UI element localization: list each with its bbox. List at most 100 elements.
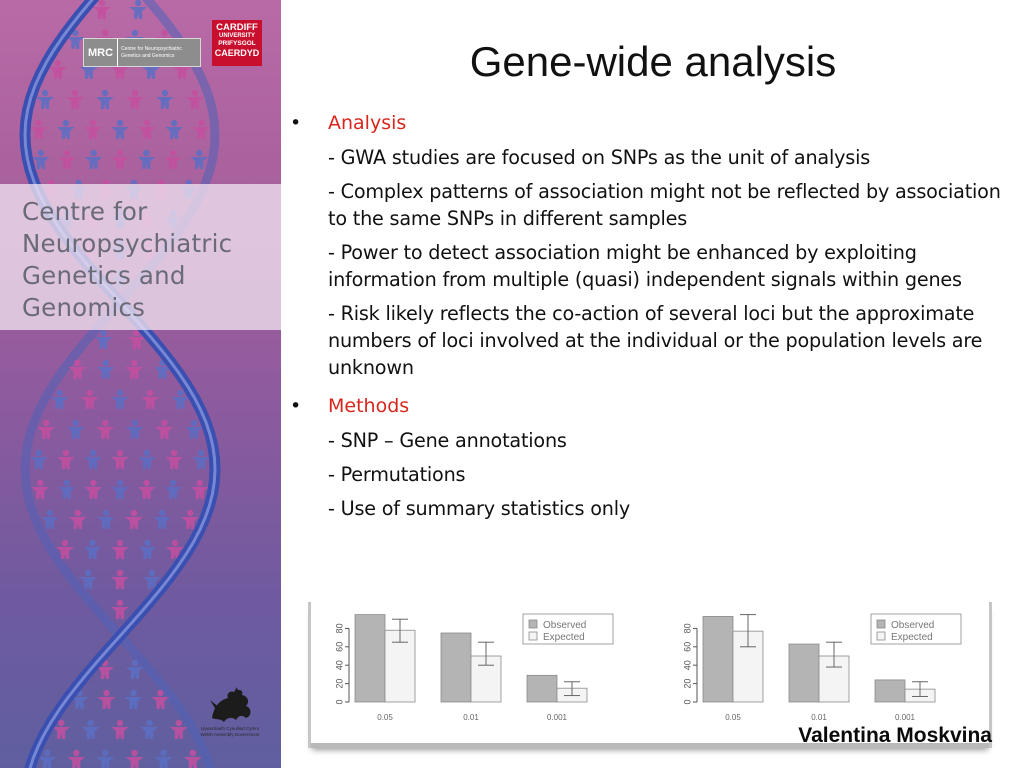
legend-swatch (528, 631, 538, 641)
figure-icon (138, 449, 156, 469)
figure-icon (166, 539, 184, 559)
figure-icon (50, 389, 69, 409)
figure-icon (52, 719, 71, 739)
figure-icon (84, 479, 103, 499)
figure-icon (140, 719, 159, 739)
bar-expected (818, 655, 850, 703)
figure-icon (190, 479, 209, 499)
figure-icon (125, 509, 143, 529)
figure-icon (84, 149, 103, 169)
figure-icon (111, 449, 129, 469)
y-tick-label: 60 (334, 642, 344, 652)
list-item: - Permutations (328, 463, 466, 486)
y-tick-label: 0 (334, 699, 344, 704)
figure-icon (111, 539, 129, 559)
cardiff-logo-line: CAERDYD (214, 48, 260, 58)
figure-icon (36, 89, 55, 109)
centre-name-line: Genomics (22, 293, 146, 322)
dna-helix-illustration (19, 0, 221, 768)
figure-icon (181, 509, 200, 529)
figure-icon (164, 479, 183, 499)
list-item: - Power to detect association might be e… (328, 241, 962, 291)
centre-name-line: Genetics and (22, 261, 186, 290)
wag-caption-line: Welsh Assembly Government (200, 732, 260, 737)
figure-icon (137, 149, 156, 169)
figure-icon (153, 509, 172, 529)
y-tick-label: 20 (334, 679, 344, 689)
figure-icon (68, 509, 87, 529)
legend-label: Expected (543, 632, 585, 643)
section-methods: • Methods (290, 393, 1018, 420)
figure-icon (68, 359, 87, 379)
figure-icon (192, 449, 211, 469)
figure-icon (40, 509, 59, 529)
bar-observed (354, 614, 386, 703)
figure-icon (96, 749, 115, 768)
figure-icon (154, 749, 173, 768)
left-decorative-panel: MRC Centre for Neuropsychiatric Genetics… (0, 0, 281, 768)
welsh-dragon-icon (210, 687, 251, 722)
x-tick-label: 0.001 (547, 713, 568, 722)
figure-icon (83, 539, 102, 559)
figure-icon (56, 539, 74, 559)
figure-icon (58, 149, 77, 169)
figure-icon (125, 749, 144, 768)
figure-icon (111, 719, 129, 739)
figure-icon (111, 599, 129, 619)
figure-icon (169, 719, 188, 739)
figure-icon (141, 389, 160, 409)
bullet-dot: • (290, 395, 302, 417)
legend-swatch (876, 619, 886, 629)
figure-icon (48, 59, 67, 79)
legend-label: Observed (891, 620, 934, 631)
legend-label: Observed (543, 620, 586, 631)
bar-observed (440, 632, 472, 703)
figure-icon (29, 119, 48, 139)
figure-icon (138, 119, 157, 139)
y-tick-label: 0 (682, 699, 692, 704)
figure-icon (151, 689, 170, 709)
figure-icon (183, 749, 202, 768)
cardiff-university-logo: CARDIFF UNIVERSITY PRIFYSGOL CAERDYD (212, 20, 262, 66)
section-analysis: • Analysis (290, 110, 1018, 137)
figure-icon (81, 719, 100, 739)
y-tick-label: 40 (682, 660, 692, 670)
list-item: - GWA studies are focused on SNPs as the… (328, 146, 871, 169)
bullet-dot: • (290, 112, 302, 134)
figure-icon (126, 659, 144, 679)
list-item: - SNP – Gene annotations (328, 429, 567, 452)
figure-icon (192, 119, 211, 139)
figure-icon (66, 419, 85, 439)
cardiff-logo-line: PRIFYSGOL (218, 40, 256, 47)
figure-icon (57, 479, 76, 499)
figure-icon (31, 149, 50, 169)
figure-icon (165, 119, 184, 139)
section-heading: Analysis (328, 112, 407, 134)
dna-strand-highlight (23, 0, 217, 768)
figure-icon (111, 119, 129, 139)
y-tick-label: 80 (682, 623, 692, 633)
figure-icon (96, 419, 115, 439)
figure-icon (127, 329, 146, 349)
x-tick-label: 0.05 (725, 713, 741, 722)
legend-box (522, 613, 614, 645)
figure-icon (96, 359, 115, 379)
figure-icon (171, 389, 190, 409)
list-item: - Complex patterns of association might … (328, 180, 1001, 230)
legend-box (870, 613, 962, 645)
cardiff-logo-line: CARDIFF (216, 22, 258, 33)
figure-icon (185, 89, 204, 109)
figure-icon (137, 479, 156, 499)
figure-icon (80, 389, 99, 409)
brand-band (0, 184, 281, 330)
figure-icon (163, 149, 182, 169)
figure-icon (38, 749, 57, 768)
x-tick-label: 0.01 (811, 713, 827, 722)
mrc-logo: MRC Centre for Neuropsychiatric Genetics… (83, 38, 201, 67)
figure-icon (97, 689, 116, 709)
figure-icon (67, 749, 86, 768)
y-tick-label: 20 (682, 679, 692, 689)
legend-swatch (528, 619, 538, 629)
